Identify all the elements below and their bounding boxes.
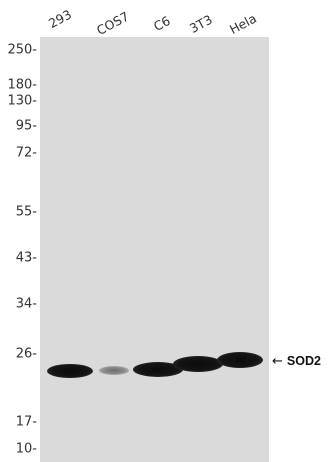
mw-marker-72: 72-	[15, 145, 37, 161]
lane-label-c6: C6	[150, 12, 173, 35]
band-lane-293	[47, 364, 93, 378]
band-lane-cos7	[99, 366, 129, 375]
band-lane-hela	[217, 352, 263, 368]
mw-marker-250: 250-	[7, 42, 37, 58]
lane-label-cos7: COS7	[93, 8, 132, 38]
band-lane-3t3	[173, 356, 223, 372]
mw-marker-180: 180-	[7, 77, 37, 93]
target-protein-label: SOD2	[286, 354, 321, 368]
mw-marker-130: 130-	[7, 93, 37, 109]
lane-label-hela: Hela	[226, 10, 259, 38]
blot-membrane	[40, 37, 269, 462]
target-annotation: ← SOD2	[272, 353, 321, 369]
lane-label-293: 293	[45, 6, 75, 31]
mw-marker-55: 55-	[15, 204, 37, 220]
mw-marker-95: 95-	[15, 118, 37, 134]
mw-marker-26: 26-	[15, 346, 37, 362]
mw-marker-10: 10-	[15, 441, 37, 457]
left-arrow-icon: ←	[272, 354, 283, 369]
mw-marker-17: 17-	[15, 414, 37, 430]
mw-marker-43: 43-	[15, 250, 37, 266]
band-lane-c6	[133, 362, 183, 377]
mw-marker-34: 34-	[15, 296, 37, 312]
lane-label-3t3: 3T3	[186, 11, 215, 36]
